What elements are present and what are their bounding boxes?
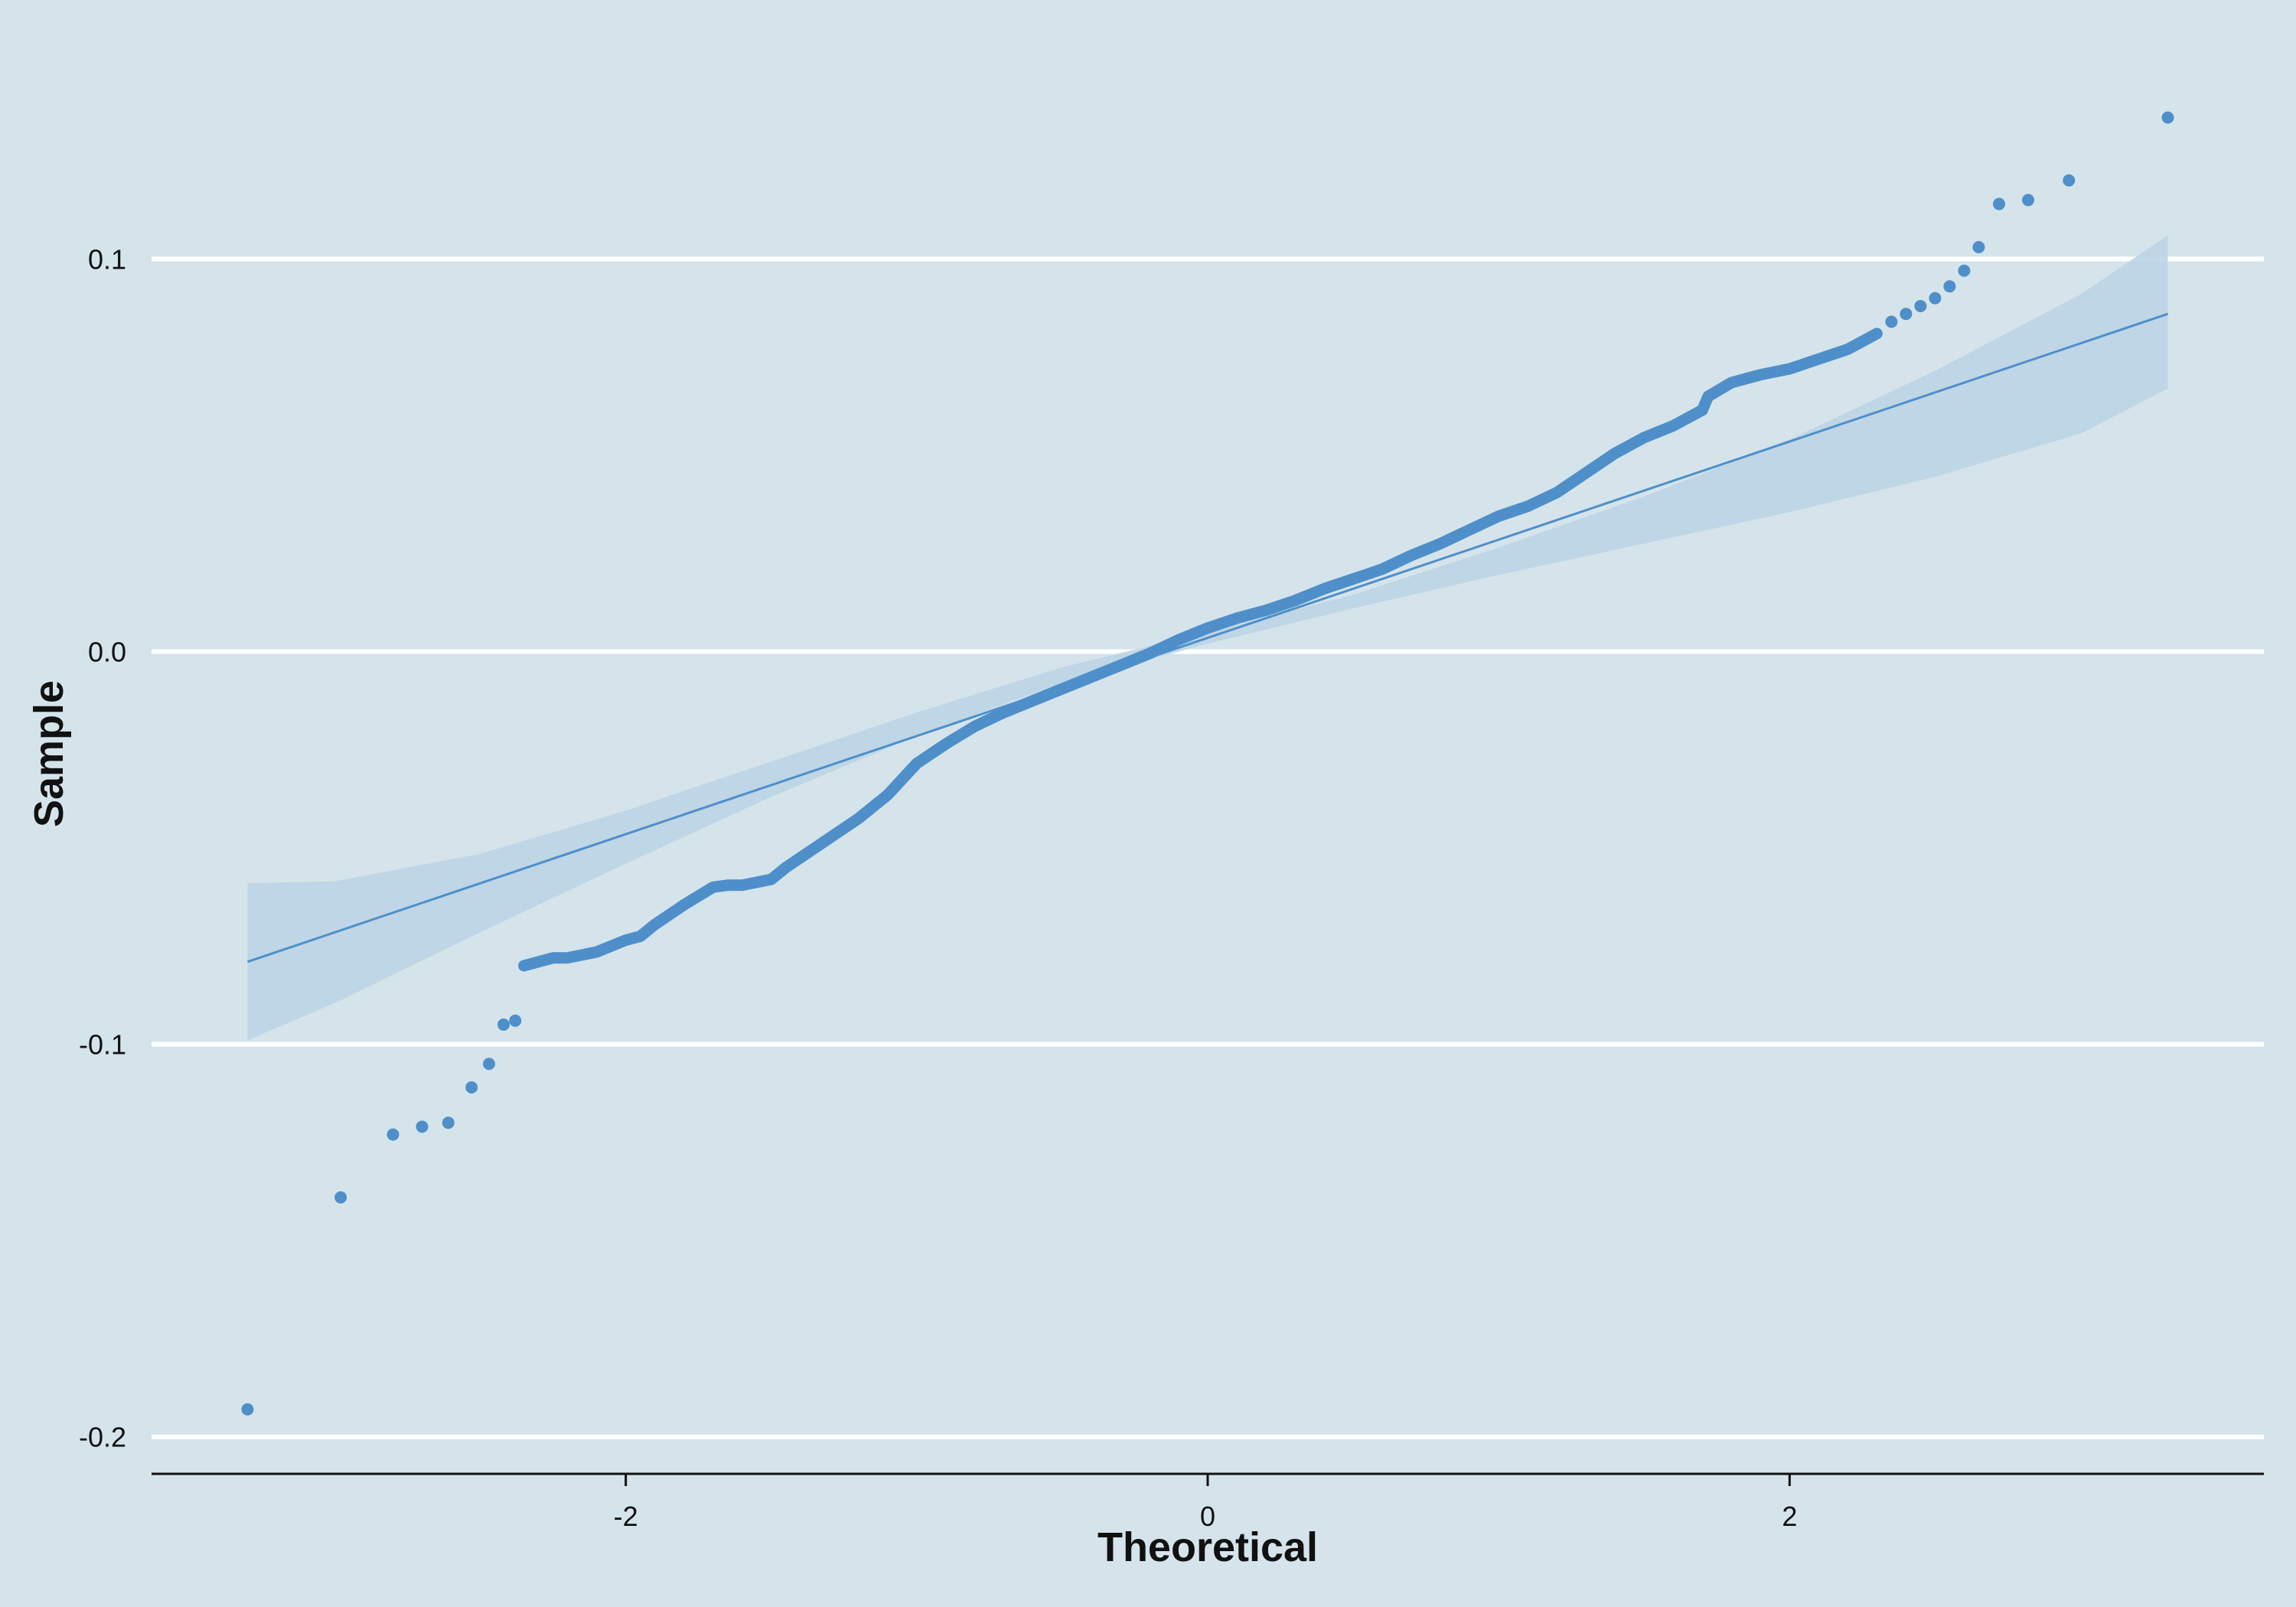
horizontal-gridlines	[152, 256, 2264, 1439]
sample-point	[1943, 280, 1956, 293]
y-tick-label: 0.1	[88, 243, 126, 275]
x-axis-title: Theoretical	[1097, 1524, 1318, 1570]
x-axis-ticks: -2 0 2	[614, 1474, 1797, 1532]
sample-point	[1914, 299, 1927, 312]
y-tick-label: 0.0	[88, 636, 126, 667]
sample-point	[2022, 194, 2035, 207]
sample-point	[1929, 292, 1942, 305]
sample-point	[1993, 197, 2006, 210]
sample-point	[482, 1058, 495, 1071]
x-tick-label: 0	[1200, 1501, 1215, 1532]
sample-point	[241, 1403, 254, 1416]
sample-points	[241, 111, 2174, 1416]
sample-point	[1972, 240, 1985, 253]
sample-point	[2161, 111, 2174, 124]
sample-point	[2063, 174, 2076, 187]
sample-point	[465, 1081, 478, 1094]
sample-point	[1958, 264, 1971, 277]
sample-point	[1885, 315, 1898, 328]
sample-point	[386, 1128, 400, 1141]
y-tick-label: -0.2	[79, 1422, 126, 1453]
sample-point	[334, 1191, 347, 1204]
y-tick-label: -0.1	[79, 1029, 126, 1061]
sample-point	[442, 1116, 455, 1129]
reference-line	[246, 312, 2169, 963]
y-axis-title: Sample	[26, 680, 72, 827]
sample-point	[509, 1014, 522, 1027]
y-axis-ticks: -0.2 -0.1 0.0 0.1	[79, 243, 126, 1452]
sample-point	[1900, 308, 1913, 321]
x-tick-label: 2	[1782, 1501, 1797, 1532]
sample-point	[497, 1018, 510, 1031]
qq-point-cloud	[518, 328, 1883, 972]
x-tick-label: -2	[614, 1501, 638, 1532]
sample-point	[416, 1120, 429, 1133]
